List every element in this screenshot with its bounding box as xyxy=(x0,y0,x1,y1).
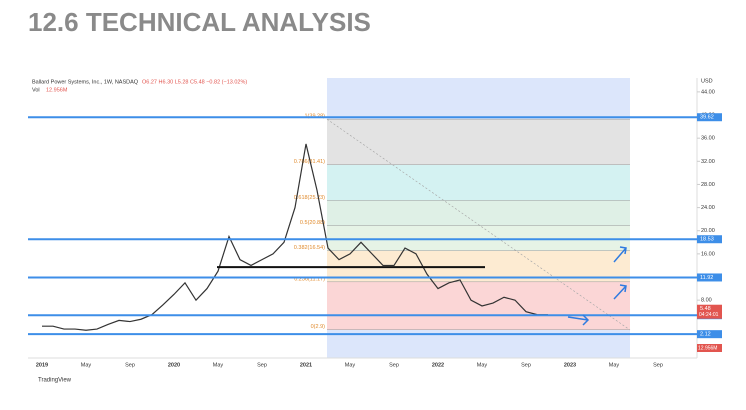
fib-band xyxy=(327,281,630,330)
level-label: 18.53 xyxy=(700,237,714,243)
volume-label: Vol xyxy=(32,87,40,93)
x-tick-label: Sep xyxy=(389,362,399,368)
y-tick-label: 32.00 xyxy=(701,159,715,165)
y-tick-label: 44.00 xyxy=(701,89,715,95)
x-tick-label: May xyxy=(477,362,488,368)
fib-band xyxy=(327,119,630,165)
slide-title: 12.6 TECHNICAL ANALYSIS xyxy=(28,7,371,37)
x-tick-label: 2019 xyxy=(36,362,48,368)
level-box xyxy=(697,235,722,244)
x-tick-label: Sep xyxy=(257,362,267,368)
fib-label: 0.382(16.54) xyxy=(294,245,325,251)
trend-line xyxy=(326,118,631,331)
fib-label: 0.786(31.41) xyxy=(294,159,325,165)
level-box xyxy=(697,113,722,122)
y-tick-label: 36.00 xyxy=(701,136,715,142)
level-box xyxy=(697,273,722,282)
level-label: 39.62 xyxy=(700,115,714,121)
watermark: TradingView xyxy=(38,378,72,384)
fib-label: 0.236(11.17) xyxy=(294,276,325,282)
y-tick-label: 24.00 xyxy=(701,205,715,211)
arrow-right xyxy=(567,314,590,326)
y-tick-label: 16.00 xyxy=(701,251,715,257)
volume-box xyxy=(697,344,722,352)
x-tick-label: May xyxy=(345,362,356,368)
fib-band xyxy=(327,164,630,201)
fib-label: 0(2.9) xyxy=(311,324,326,330)
level-label: 2.12 xyxy=(700,332,711,338)
x-tick-label: 2020 xyxy=(168,362,180,368)
ohlc: O6.27 H6.30 L5.28 C5.48 −0.82 (−13.02%) xyxy=(142,79,247,85)
volume-value: 12.956M xyxy=(46,87,68,93)
last-price-box xyxy=(697,304,722,319)
currency: USD xyxy=(701,78,713,84)
arrow-up xyxy=(613,246,627,263)
arrow-up xyxy=(613,284,627,300)
y-tick-label: 8.00 xyxy=(701,298,712,304)
x-tick-label: 2022 xyxy=(432,362,444,368)
fib-band xyxy=(327,200,630,226)
y-tick-label: 28.00 xyxy=(701,182,715,188)
x-tick-label: Sep xyxy=(521,362,531,368)
chart-header: Ballard Power Systems, Inc., 1W, NASDAQ xyxy=(32,79,139,85)
y-tick-label: 20.00 xyxy=(701,228,715,234)
fib-label: 0.5(20.88) xyxy=(300,220,325,226)
x-tick-label: May xyxy=(81,362,92,368)
x-tick-label: May xyxy=(213,362,224,368)
background-layer: 1(39.28)0.786(31.41)0.618(25.23)0.5(20.8… xyxy=(294,78,631,358)
x-tick-label: Sep xyxy=(125,362,135,368)
price-line xyxy=(42,143,549,331)
x-tick-label: May xyxy=(609,362,620,368)
countdown: 04:24:01 xyxy=(699,312,719,318)
fib-label: 0.618(25.23) xyxy=(294,195,325,201)
fib-band xyxy=(327,225,630,251)
x-tick-label: 2023 xyxy=(564,362,576,368)
level-label: 11.92 xyxy=(700,275,713,281)
x-tick-label: 2021 xyxy=(300,362,312,368)
chart-layer: 44.0040.0036.0032.0028.0024.0020.0016.00… xyxy=(28,78,722,368)
last-price-label: 5.48 xyxy=(700,306,711,312)
level-box xyxy=(697,330,722,339)
x-tick-label: Sep xyxy=(653,362,663,368)
volume-axis-label: 12.956M xyxy=(698,345,717,351)
